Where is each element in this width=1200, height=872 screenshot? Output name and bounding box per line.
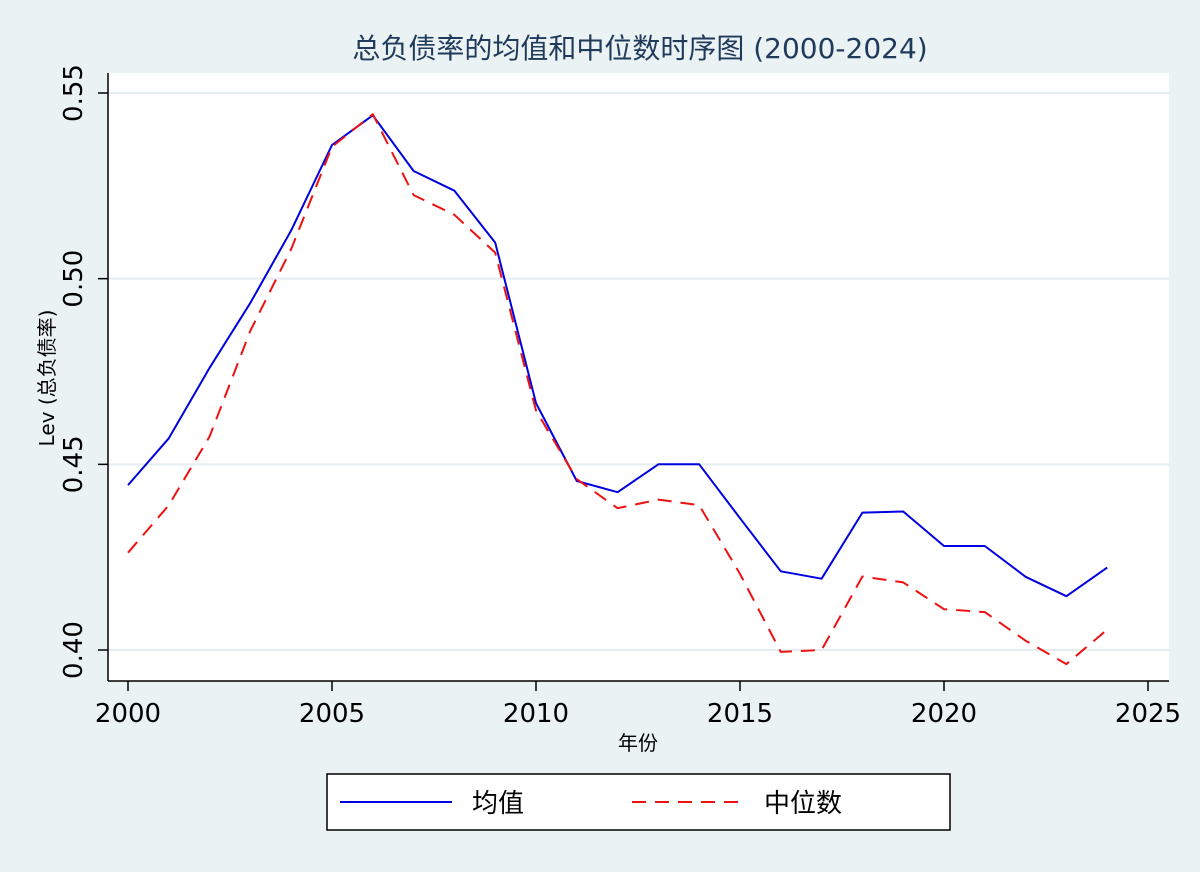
x-tick-label: 2020 bbox=[911, 699, 977, 729]
x-axis-title: 年份 bbox=[618, 731, 658, 755]
legend-label-2: 中位数 bbox=[764, 789, 842, 819]
legend: 均值 中位数 bbox=[340, 789, 842, 819]
y-axis-title: Lev (总负债率) bbox=[35, 310, 59, 447]
y-ticks: 0.40 0.45 0.50 0.55 bbox=[59, 64, 108, 679]
series-line-2 bbox=[127, 113, 1108, 666]
x-tick-label: 2000 bbox=[95, 699, 161, 729]
y-tick-label: 0.40 bbox=[59, 621, 89, 679]
x-tick-label: 2010 bbox=[503, 699, 569, 729]
x-tick-label: 2015 bbox=[707, 699, 773, 729]
series-line-1 bbox=[127, 114, 1108, 598]
chart-title: 总负债率的均值和中位数时序图 (2000-2024) bbox=[352, 32, 927, 65]
y-tick-label: 0.45 bbox=[59, 435, 89, 493]
series-layer bbox=[127, 113, 1108, 666]
x-tick-label: 2005 bbox=[299, 699, 365, 729]
y-tick-label: 0.55 bbox=[59, 64, 89, 122]
y-tick-label: 0.50 bbox=[59, 250, 89, 308]
x-ticks: 2000 2005 2010 2015 2020 2025 bbox=[95, 681, 1181, 729]
plot-area bbox=[108, 73, 1169, 681]
legend-label-1: 均值 bbox=[472, 789, 524, 819]
grid-lines bbox=[108, 92, 1169, 651]
x-tick-label: 2025 bbox=[1115, 699, 1181, 729]
